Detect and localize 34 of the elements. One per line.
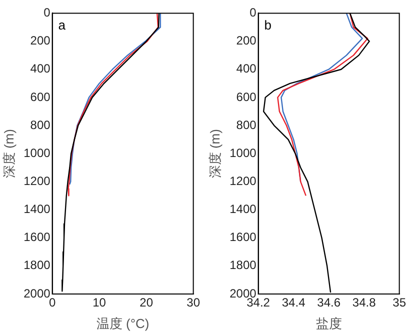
annotation: a [58, 17, 66, 32]
x-axis-title: 温度 (°C) [96, 316, 150, 331]
y-tick-label: 1600 [24, 230, 51, 244]
y-tick-label: 1400 [24, 202, 51, 216]
y-tick-label: 200 [236, 34, 257, 48]
y-tick-label: 600 [236, 90, 257, 104]
y-tick-label: 1800 [24, 258, 51, 272]
y-tick-label: 600 [30, 90, 51, 104]
y-tick-label: 400 [30, 62, 51, 76]
y-tick-label: 1800 [230, 258, 257, 272]
y-tick-label: 1400 [230, 202, 257, 216]
x-axis-title: 盐度 [316, 316, 342, 331]
x-tick-label: 35 [392, 296, 406, 310]
y-tick-label: 800 [236, 118, 257, 132]
y-tick-label: 1000 [24, 146, 51, 160]
y-axis-title: 深度 (m) [207, 129, 222, 178]
x-tick-label: 34.6 [317, 296, 341, 310]
y-tick-label: 800 [30, 118, 51, 132]
y-tick-label: 0 [250, 6, 257, 20]
y-tick-label: 1200 [230, 174, 257, 188]
y-tick-label: 1000 [230, 146, 257, 160]
y-axis-title: 深度 (m) [1, 129, 16, 178]
y-tick-label: 0 [44, 6, 51, 20]
x-tick-label: 20 [140, 296, 154, 310]
annotation: b [264, 17, 272, 32]
x-tick-label: 30 [186, 296, 200, 310]
y-tick-label: 2000 [24, 286, 51, 300]
y-tick-label: 200 [30, 34, 51, 48]
x-tick-label: 34.8 [352, 296, 376, 310]
y-tick-label: 400 [236, 62, 257, 76]
x-tick-label: 10 [92, 296, 106, 310]
y-tick-label: 1600 [230, 230, 257, 244]
y-tick-label: 1200 [24, 174, 51, 188]
x-tick-label: 34.4 [282, 296, 306, 310]
